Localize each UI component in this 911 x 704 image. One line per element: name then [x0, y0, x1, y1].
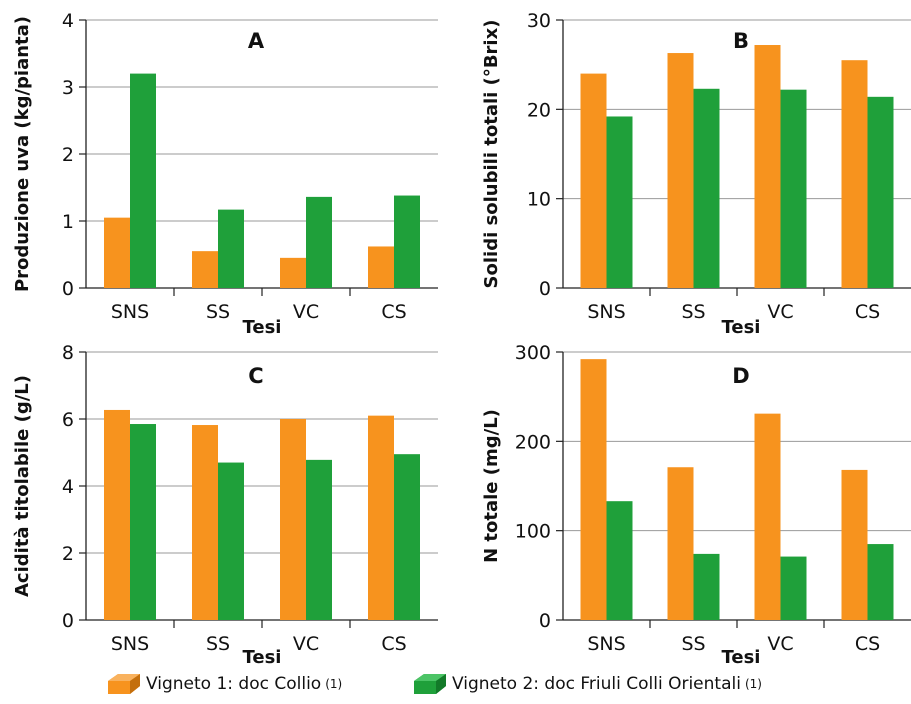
- panel-b-bar-cs-vigneto-2: [867, 96, 894, 289]
- panel-c-bar-vc-vigneto-1: [280, 419, 306, 620]
- panel-b-bar-vc-vigneto-1: [754, 45, 781, 288]
- panel-c-xtick-label: CS: [381, 633, 406, 655]
- panel-d-bar-vc-vigneto-1: [754, 413, 781, 620]
- panel-d-ytick-label: 300: [515, 342, 551, 364]
- legend-swatch-vigneto-1: [108, 674, 140, 694]
- panel-d-bar-sns-vigneto-1: [580, 359, 607, 620]
- panel-a-bar-sns-vigneto-2: [130, 73, 156, 288]
- panel-b-bar-cs-vigneto-1: [841, 60, 868, 289]
- panel-b-bar-sns-vigneto-1: [580, 73, 607, 288]
- legend-item-vigneto-1: Vigneto 1: doc Collio (1): [106, 672, 342, 696]
- panel-b-bar-sns-vigneto-2: [606, 116, 633, 288]
- panel-b-xtick-label: CS: [855, 301, 880, 323]
- panel-b-ytick-label: 10: [527, 189, 551, 211]
- panel-c-bar-sns-vigneto-2: [130, 424, 156, 620]
- panel-a-ytick-label: 2: [62, 144, 74, 166]
- panel-b-ytick-label: 0: [539, 278, 551, 300]
- panel-b-bar-ss-vigneto-2: [693, 88, 720, 288]
- panel-a-ytick-label: 3: [62, 77, 74, 99]
- panel-a-bar-ss-vigneto-1: [192, 251, 218, 288]
- panel-a-ytick-label: 0: [62, 278, 74, 300]
- panel-a-xtick-label: SNS: [111, 301, 149, 323]
- panel-d-bar-cs-vigneto-2: [867, 544, 894, 620]
- panel-a-ylabel: Produzione uva (kg/pianta): [12, 16, 33, 292]
- legend-item-vigneto-2: Vigneto 2: doc Friuli Colli Orientali (1…: [412, 672, 762, 696]
- panel-d-bar-vc-vigneto-2: [780, 556, 807, 620]
- panel-d-title: D: [732, 364, 749, 388]
- panel-d-xtick-label: CS: [855, 633, 880, 655]
- panel-c-ytick-label: 0: [62, 610, 74, 632]
- panel-c-xlabel: Tesi: [243, 647, 282, 668]
- panel-a-bar-cs-vigneto-2: [394, 195, 420, 288]
- panel-c-bar-cs-vigneto-1: [368, 415, 394, 620]
- panel-b-bar-ss-vigneto-1: [667, 53, 694, 289]
- panel-a-title: A: [248, 29, 265, 53]
- panel-b-xlabel: Tesi: [722, 317, 761, 338]
- panel-b-title: B: [733, 29, 749, 53]
- legend-note-vigneto-1: (1): [325, 677, 343, 691]
- panel-c-ytick-label: 4: [62, 476, 74, 498]
- panel-a-xtick-label: CS: [381, 301, 406, 323]
- legend-swatch-vigneto-2: [414, 674, 446, 694]
- panel-a-bar-sns-vigneto-1: [104, 217, 130, 288]
- panel-a-bar-ss-vigneto-2: [218, 209, 244, 288]
- panel-b-xtick-label: VC: [767, 301, 793, 323]
- panel-c-bar-ss-vigneto-2: [218, 462, 244, 620]
- panel-c-ytick-label: 6: [62, 409, 74, 431]
- panel-a-ytick-label: 4: [62, 10, 74, 32]
- panel-d-ytick-label: 0: [539, 610, 551, 632]
- panel-b-ylabel: Solidi solubili totali (°Brix): [481, 20, 502, 289]
- panel-a-bar-vc-vigneto-1: [280, 257, 306, 288]
- panel-a-xtick-label: SS: [206, 301, 230, 323]
- panel-c-bar-vc-vigneto-2: [306, 459, 332, 620]
- panel-d-xtick-label: SNS: [587, 633, 625, 655]
- legend-label-vigneto-2: Vigneto 2: doc Friuli Colli Orientali: [452, 674, 741, 694]
- panel-c-ytick-label: 2: [62, 543, 74, 565]
- legend-label-vigneto-1: Vigneto 1: doc Collio: [146, 674, 322, 694]
- panel-d-bar-sns-vigneto-2: [606, 501, 633, 620]
- panel-b-bar-vc-vigneto-2: [780, 89, 807, 289]
- panel-d-bar-ss-vigneto-1: [667, 467, 694, 620]
- panel-c-xtick-label: SNS: [111, 633, 149, 655]
- panel-b-ytick-label: 20: [527, 99, 551, 121]
- panel-d-bar-ss-vigneto-2: [693, 553, 720, 620]
- panel-c-bar-cs-vigneto-2: [394, 454, 420, 620]
- panel-a-xlabel: Tesi: [243, 317, 282, 338]
- panel-c-ylabel: Acidità titolabile (g/L): [12, 375, 33, 597]
- panel-c-bar-sns-vigneto-1: [104, 409, 130, 620]
- panel-c-xtick-label: VC: [293, 633, 319, 655]
- panel-d-xlabel: Tesi: [722, 647, 761, 668]
- panel-b-xtick-label: SS: [681, 301, 705, 323]
- panel-c-bar-ss-vigneto-1: [192, 425, 218, 620]
- panel-d-ytick-label: 100: [515, 521, 551, 543]
- panel-d-bar-cs-vigneto-1: [841, 469, 868, 620]
- panel-d-ylabel: N totale (mg/L): [481, 409, 502, 563]
- panel-c-xtick-label: SS: [206, 633, 230, 655]
- panel-b-xtick-label: SNS: [587, 301, 625, 323]
- legend-note-vigneto-2: (1): [744, 677, 762, 691]
- panel-a-bar-vc-vigneto-2: [306, 196, 332, 288]
- panel-c-title: C: [248, 364, 263, 388]
- legend: Vigneto 1: doc Collio (1) Vigneto 2: doc…: [0, 672, 911, 702]
- panel-a-ytick-label: 1: [62, 211, 74, 233]
- panel-b-ytick-label: 30: [527, 10, 551, 32]
- panel-a-bar-cs-vigneto-1: [368, 246, 394, 288]
- panel-a-xtick-label: VC: [293, 301, 319, 323]
- panel-d-xtick-label: SS: [681, 633, 705, 655]
- panel-d-ytick-label: 200: [515, 431, 551, 453]
- panel-d-xtick-label: VC: [767, 633, 793, 655]
- panel-c-ytick-label: 8: [62, 342, 74, 364]
